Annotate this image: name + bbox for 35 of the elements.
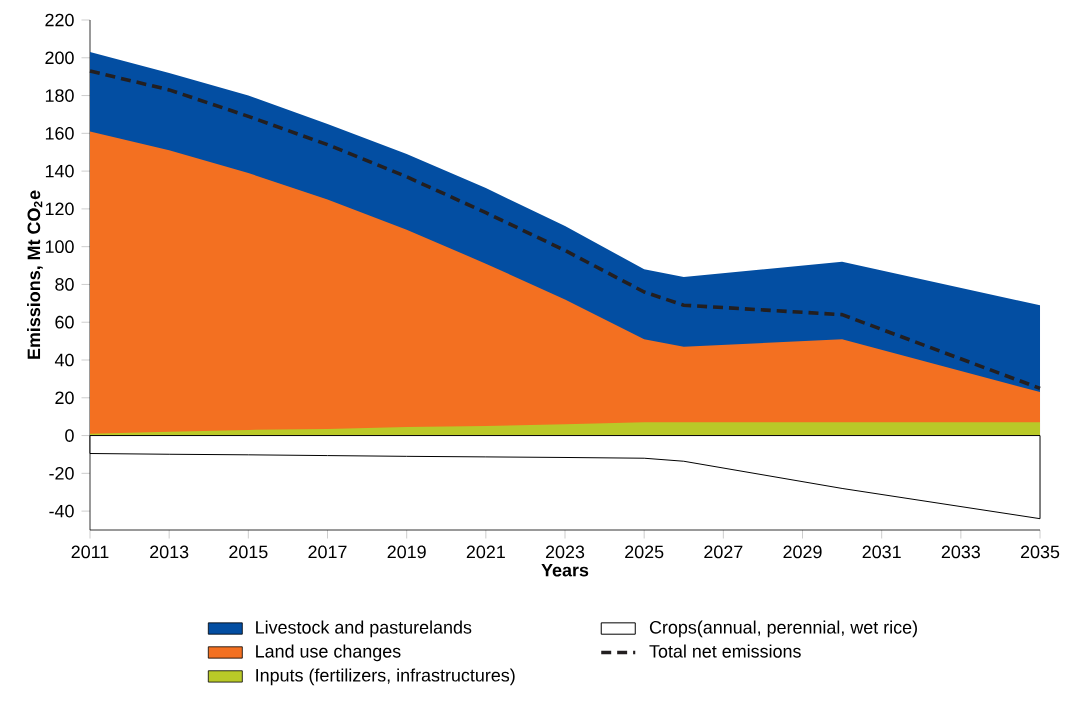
y-tick-label: 60: [55, 315, 74, 329]
y-axis-title: Emissions, Mt CO$_{2}$e: [27, 190, 43, 359]
y-tick-label: 200: [45, 51, 74, 65]
y-tick-label: 180: [45, 89, 74, 102]
x-tick-label: 2029: [783, 545, 822, 559]
x-axis-title: Years: [541, 563, 589, 577]
x-tick-label: 2015: [229, 545, 268, 559]
legend-label: Total net emissions: [649, 644, 801, 658]
y-tick-label: 100: [45, 240, 74, 254]
x-tick-label: 2017: [308, 545, 347, 559]
legend-label: Livestock and pasturelands: [256, 620, 472, 638]
x-tick-label: 2013: [150, 545, 189, 559]
y-tick-label: -20: [49, 466, 74, 480]
legend-label: Land use changes: [256, 644, 401, 662]
x-tick-label: 2033: [941, 545, 980, 559]
x-tick-label: 2011: [71, 545, 109, 559]
y-tick-label: 20: [55, 391, 74, 405]
x-tick-label: 2035: [1020, 545, 1060, 559]
line-series: [88, 69, 1042, 391]
y-tick-label: 120: [45, 202, 74, 216]
y-tick-label: 140: [45, 164, 74, 178]
y-tick-label: 220: [45, 13, 74, 27]
y-tick-label: 80: [55, 278, 74, 291]
x-tick-label: 2023: [545, 545, 585, 559]
x-tick-label: 2027: [704, 545, 743, 559]
x-tick-label: 2031: [862, 545, 901, 559]
x-tick-label: 2021: [466, 545, 505, 559]
legend-label: Crops(annual, perennial, wet rice): [649, 620, 917, 638]
y-tick-label: -40: [49, 504, 74, 518]
y-tick-label: 160: [45, 126, 74, 140]
y-tick-label: 40: [54, 353, 74, 367]
x-tick-label: 2019: [387, 545, 426, 559]
y-tick-label: 0: [65, 429, 74, 442]
x-tick-label: 2025: [625, 545, 664, 559]
legend-label: Inputs (fertilizers, infrastructures): [256, 668, 515, 686]
